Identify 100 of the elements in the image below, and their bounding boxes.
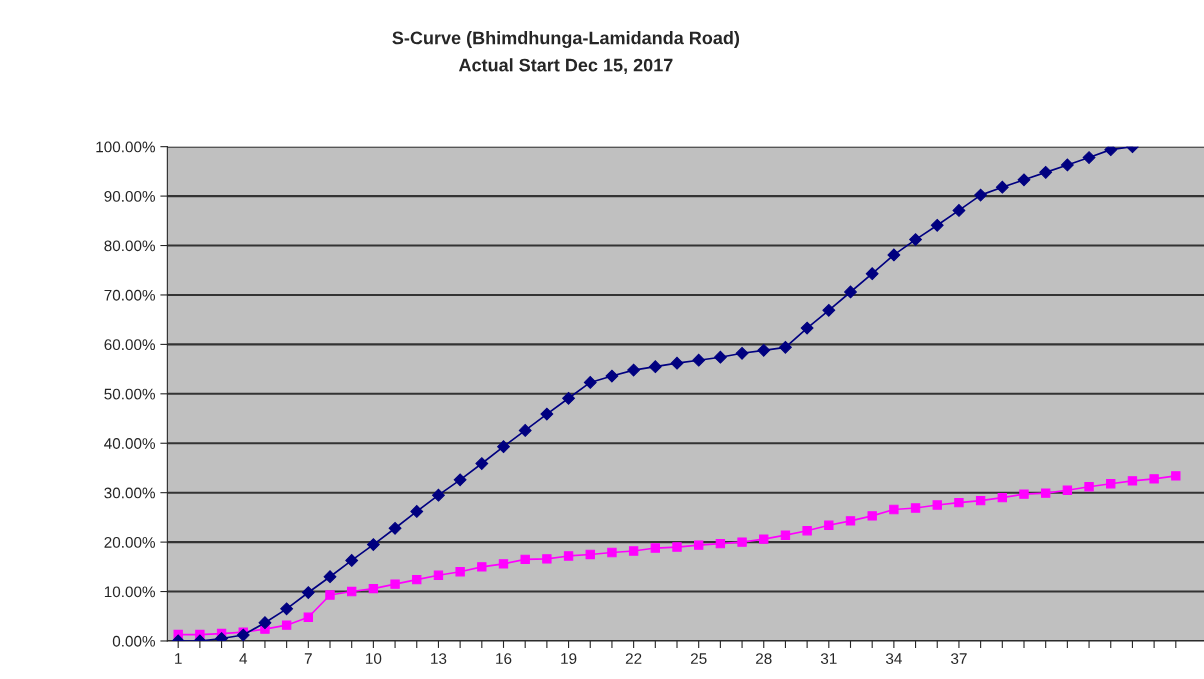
y-tick-label: 50.00%: [104, 388, 156, 400]
x-tick-label: 25: [690, 653, 707, 664]
point: [562, 391, 575, 405]
point: [995, 180, 1009, 194]
point: [887, 248, 901, 262]
y-tick-label: 40.00%: [104, 438, 156, 449]
point: [258, 616, 272, 630]
point: [648, 360, 662, 374]
point: [672, 542, 682, 552]
point: [1084, 482, 1094, 492]
point: [694, 540, 704, 550]
y-tick-label: 90.00%: [104, 190, 156, 202]
chart-title: S-Curve (Bhimdhunga-Lamidanda Road): [392, 31, 740, 48]
point: [303, 612, 314, 622]
point: [954, 497, 964, 508]
point: [583, 376, 597, 389]
x-tick-label: 31: [820, 653, 837, 664]
point: [410, 505, 424, 518]
point: [605, 369, 619, 383]
x-tick-label: 7: [304, 653, 312, 664]
point: [412, 575, 422, 585]
x-tick-label: 1: [175, 653, 182, 664]
point: [824, 520, 834, 530]
point: [845, 516, 856, 526]
point: [388, 521, 402, 535]
point: [889, 504, 899, 515]
point: [475, 457, 489, 470]
point: [737, 537, 747, 547]
point: [366, 538, 380, 551]
point: [390, 579, 400, 589]
point: [910, 503, 921, 513]
point: [780, 530, 791, 540]
point: [932, 500, 942, 510]
point: [844, 285, 857, 299]
point: [301, 586, 315, 599]
point: [865, 267, 879, 281]
point: [930, 218, 944, 232]
point: [822, 303, 836, 317]
point: [974, 188, 988, 202]
y-tick-label: 0.00%: [112, 635, 156, 647]
point: [347, 586, 357, 597]
x-tick-label: 19: [561, 653, 577, 664]
point: [1171, 471, 1181, 481]
point: [713, 350, 727, 364]
point: [952, 204, 966, 217]
x-tick-label: 13: [431, 653, 447, 664]
x-tick-label: 37: [951, 653, 967, 664]
point: [735, 346, 749, 360]
point: [779, 340, 792, 354]
point: [325, 590, 335, 600]
point: [800, 321, 814, 335]
point: [497, 440, 510, 454]
y-tick-label: 80.00%: [104, 240, 156, 252]
point: [692, 353, 706, 367]
point: [759, 534, 769, 544]
point: [802, 526, 812, 536]
y-tick-label: 10.00%: [104, 586, 156, 598]
point: [628, 546, 639, 556]
y-tick-label: 70.00%: [104, 289, 156, 301]
point: [1062, 485, 1073, 495]
y-tick-label: 20.00%: [104, 536, 156, 548]
point: [650, 543, 660, 553]
point: [1082, 151, 1096, 164]
point: [368, 583, 379, 594]
point: [542, 554, 552, 564]
x-tick-label: 28: [756, 653, 772, 664]
point: [1060, 158, 1074, 172]
x-tick-label: 10: [366, 653, 382, 664]
point: [280, 602, 294, 616]
x-tick-label: 4: [239, 653, 248, 664]
y-tick-label: 100.00%: [96, 141, 156, 153]
point: [1041, 488, 1051, 498]
point: [1039, 165, 1053, 179]
point: [540, 407, 554, 421]
point: [281, 620, 292, 630]
y-tick-label: 30.00%: [104, 487, 156, 499]
x-tick-label: 22: [625, 653, 642, 664]
point: [1149, 474, 1159, 484]
chart-subtitle: Actual Start Dec 15, 2017: [458, 58, 673, 75]
point: [715, 538, 726, 549]
point: [477, 562, 487, 572]
point: [1017, 173, 1031, 187]
point: [498, 559, 509, 569]
point: [867, 511, 877, 521]
point: [607, 547, 617, 558]
point: [1127, 476, 1138, 486]
point: [236, 628, 250, 641]
point: [1019, 489, 1029, 499]
point: [997, 492, 1007, 503]
point: [975, 495, 986, 506]
point: [563, 551, 574, 561]
x-tick-label: 34: [885, 653, 902, 664]
point: [757, 343, 771, 357]
point: [670, 356, 684, 370]
point: [585, 549, 595, 560]
point: [520, 554, 530, 565]
point: [433, 570, 444, 580]
point: [323, 570, 337, 584]
point: [909, 233, 922, 247]
point: [455, 567, 465, 577]
